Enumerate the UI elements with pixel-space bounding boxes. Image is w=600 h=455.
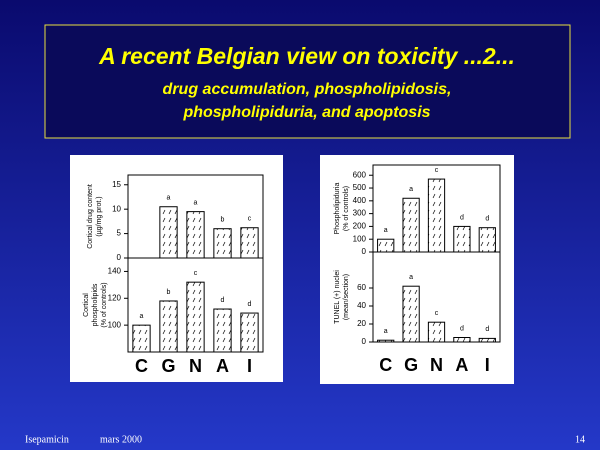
y-tick-label: 15 (112, 180, 121, 189)
significance-letter: d (485, 326, 489, 333)
y-axis-label: Phospholipiduria (334, 183, 341, 235)
significance-letter: a (409, 274, 413, 281)
bar (377, 238, 395, 253)
y-tick-label: 200 (353, 222, 367, 231)
bar (159, 206, 178, 259)
figure-panel (320, 155, 514, 384)
bar (240, 312, 259, 353)
bar (478, 337, 496, 343)
bar (132, 324, 151, 353)
significance-letter: c (435, 310, 439, 317)
bar (186, 211, 205, 259)
y-tick-label: 300 (353, 209, 367, 218)
y-axis-label: Cortical drug content (87, 184, 94, 249)
significance-letter: b (221, 217, 225, 224)
x-tick-label: A (216, 356, 229, 376)
significance-letter: c (194, 270, 198, 277)
significance-letter: c (435, 167, 439, 174)
y-tick-label: 0 (117, 253, 122, 262)
significance-letter: a (194, 199, 198, 206)
significance-letter: c (248, 216, 252, 223)
x-tick-label: N (430, 355, 443, 375)
bar (186, 281, 205, 353)
bar (377, 339, 395, 343)
title: A recent Belgian view on toxicity ...2..… (98, 43, 515, 69)
x-tick-label: N (189, 356, 202, 376)
bar (159, 300, 178, 353)
y-tick-label: 100 (353, 234, 367, 243)
y-axis-label: (mean/section) (343, 274, 350, 320)
significance-letter: a (140, 313, 144, 320)
y-axis-label: phospholipids (92, 283, 99, 326)
bar (427, 321, 446, 343)
y-axis-label: TUNEL (+) nuclei (334, 270, 341, 324)
significance-letter: d (221, 297, 225, 304)
y-axis-label: (% of controls) (101, 282, 108, 327)
y-tick-label: 400 (353, 196, 367, 205)
significance-letter: d (460, 214, 464, 221)
footer-text: Isepamicin (25, 434, 69, 445)
y-tick-label: 40 (357, 301, 366, 310)
significance-letter: a (384, 227, 388, 234)
bar (240, 227, 259, 259)
bar (213, 308, 232, 353)
subtitle: phospholipiduria, and apoptosis (182, 104, 430, 121)
y-tick-label: 120 (108, 293, 122, 302)
bar (453, 337, 471, 343)
footer-text: 14 (575, 434, 585, 445)
x-tick-label: G (161, 356, 175, 376)
y-tick-label: 600 (353, 170, 367, 179)
y-tick-label: 60 (357, 283, 366, 292)
significance-letter: a (384, 328, 388, 335)
y-axis-label: (µg/mg prot.) (96, 196, 103, 236)
bar (453, 225, 471, 253)
significance-letter: d (460, 325, 464, 332)
significance-letter: d (248, 301, 252, 308)
bar (402, 197, 420, 253)
x-tick-label: A (455, 355, 468, 375)
y-tick-label: 100 (108, 320, 122, 329)
significance-letter: a (167, 195, 171, 202)
y-axis-label: Cortical (83, 293, 90, 317)
title-box (44, 24, 571, 139)
y-tick-label: 0 (362, 337, 367, 346)
bar (427, 178, 446, 253)
y-tick-label: 5 (117, 229, 122, 238)
bar (402, 285, 420, 343)
bar (478, 227, 496, 253)
y-tick-label: 500 (353, 183, 367, 192)
y-tick-label: 10 (112, 204, 121, 213)
y-tick-label: 0 (362, 247, 367, 256)
x-tick-label: G (404, 355, 418, 375)
x-tick-label: C (135, 356, 148, 376)
subtitle: drug accumulation, phospholipidosis, (163, 81, 452, 98)
x-tick-label: I (247, 356, 252, 376)
x-tick-label: I (485, 355, 490, 375)
significance-letter: d (485, 216, 489, 223)
bar (213, 228, 232, 259)
significance-letter: b (167, 289, 171, 296)
x-tick-label: C (379, 355, 392, 375)
y-axis-label: (% of controls) (343, 186, 350, 231)
y-tick-label: 20 (357, 319, 366, 328)
y-tick-label: 140 (108, 267, 122, 276)
footer-text: mars 2000 (100, 434, 142, 445)
significance-letter: a (409, 186, 413, 193)
